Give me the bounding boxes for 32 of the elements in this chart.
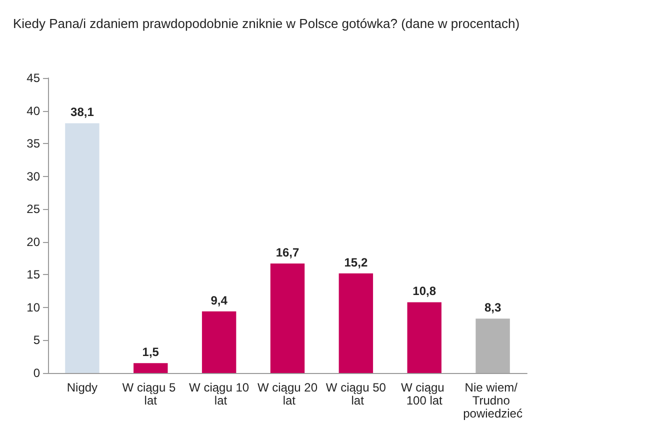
y-tick-label: 5 bbox=[33, 333, 40, 348]
x-tick-label: W ciągu 50 lat bbox=[326, 380, 386, 408]
data-label: 15,2 bbox=[344, 255, 368, 270]
y-tick-label: 15 bbox=[26, 268, 40, 282]
data-label: 1,5 bbox=[142, 345, 160, 360]
x-tick-label: Nigdy bbox=[66, 380, 98, 394]
data-label: 8,3 bbox=[484, 300, 502, 315]
bar bbox=[202, 311, 236, 373]
chart-title: Kiedy Pana/i zdaniem prawdopodobnie zniknie w Polsce gotówka? (dane w procentach) bbox=[13, 16, 520, 31]
y-tick-label: 45 bbox=[26, 71, 40, 85]
x-tick-label: W ciągu 100 lat bbox=[401, 380, 448, 408]
bar bbox=[270, 264, 305, 373]
x-tick-label: W ciągu 10 lat bbox=[189, 380, 250, 408]
y-tick-label: 20 bbox=[26, 234, 40, 249]
bar bbox=[134, 363, 168, 373]
data-label: 16,7 bbox=[276, 246, 300, 260]
x-tick-label: W ciągu 20 lat bbox=[257, 380, 318, 408]
bar bbox=[65, 123, 100, 373]
y-tick-label: 0 bbox=[33, 366, 40, 380]
data-label: 38,1 bbox=[70, 105, 94, 120]
y-tick-label: 10 bbox=[26, 300, 40, 314]
x-tick-label: W ciągu 5 lat bbox=[122, 380, 179, 408]
y-tick-label: 40 bbox=[26, 104, 40, 118]
bar bbox=[476, 318, 510, 373]
bar bbox=[338, 273, 374, 373]
y-tick-label: 30 bbox=[26, 169, 40, 184]
data-label: 9,4 bbox=[210, 293, 228, 308]
bar bbox=[407, 302, 442, 373]
y-tick-label: 25 bbox=[26, 202, 40, 216]
x-tick-label: Nie wiem/ Trudno powiedzieć bbox=[463, 380, 522, 420]
data-label: 10,8 bbox=[412, 284, 436, 298]
y-tick-label: 35 bbox=[26, 136, 40, 151]
